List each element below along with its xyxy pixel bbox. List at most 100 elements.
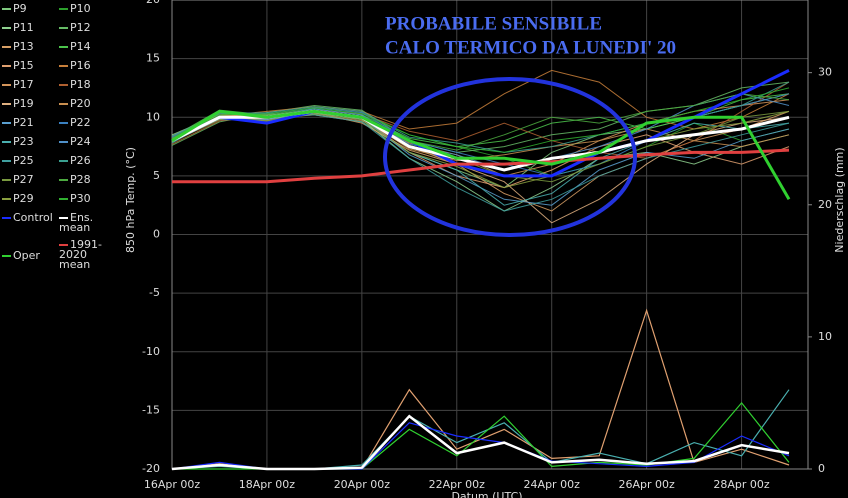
y2-tick-label: 20 xyxy=(818,198,832,211)
legend-swatch xyxy=(2,179,11,181)
temp-line xyxy=(171,69,790,178)
y-tick-label: 20 xyxy=(146,0,160,6)
legend-swatch xyxy=(2,122,11,124)
legend-swatch xyxy=(2,27,11,29)
legend-label: 1991-2020 mean xyxy=(59,237,102,271)
legend-swatch xyxy=(59,160,68,162)
legend-label: P13 xyxy=(13,40,34,53)
legend-item: Control xyxy=(2,211,54,224)
legend-label: P11 xyxy=(13,21,34,34)
legend-label: P27 xyxy=(13,173,34,186)
legend-label: Control xyxy=(13,211,53,224)
legend-swatch xyxy=(2,141,11,143)
legend-item: P17 xyxy=(2,78,54,91)
legend-label: P26 xyxy=(70,154,91,167)
legend-swatch xyxy=(59,65,68,67)
legend-swatch xyxy=(2,46,11,48)
legend-swatch xyxy=(59,217,68,219)
y-tick-label: -5 xyxy=(149,286,160,299)
legend-label: P22 xyxy=(70,116,91,129)
legend-item: P22 xyxy=(59,116,111,129)
legend-label: P19 xyxy=(13,97,34,110)
legend-label: P30 xyxy=(70,192,91,205)
legend-item: P14 xyxy=(59,40,111,53)
legend-swatch xyxy=(59,27,68,29)
legend-swatch xyxy=(2,198,11,200)
legend-item: P20 xyxy=(59,97,111,110)
legend-label: P12 xyxy=(70,21,91,34)
plot-frame xyxy=(171,0,809,470)
legend-swatch xyxy=(2,84,11,86)
legend-swatch xyxy=(59,84,68,86)
x-tick-label: 16Apr 00z xyxy=(144,478,201,491)
legend-item: 1991-2020 mean xyxy=(59,237,111,271)
x-tick-label: 26Apr 00z xyxy=(618,478,675,491)
x-tick-label: 18Apr 00z xyxy=(239,478,296,491)
legend-label: P20 xyxy=(70,97,91,110)
legend-label: P21 xyxy=(13,116,34,129)
temp-line xyxy=(171,87,790,153)
y2-axis-title: Niederschlag (mm) xyxy=(833,147,846,252)
legend-item: P28 xyxy=(59,173,111,186)
y-tick-label: -10 xyxy=(142,345,160,358)
y-tick-label: 0 xyxy=(153,228,160,241)
legend-label: P28 xyxy=(70,173,91,186)
legend-swatch xyxy=(59,8,68,10)
legend-label: P29 xyxy=(13,192,34,205)
legend-swatch xyxy=(2,8,11,10)
legend-item: P13 xyxy=(2,40,54,53)
legend-item: P26 xyxy=(59,154,111,167)
legend-label: P23 xyxy=(13,135,34,148)
y-tick-label: 10 xyxy=(146,110,160,123)
y2-tick-label: 0 xyxy=(818,462,825,475)
y-tick-label: 15 xyxy=(146,52,160,65)
y-tick-label: 5 xyxy=(153,169,160,182)
highlight-ellipse xyxy=(383,77,637,237)
precip-line xyxy=(171,414,790,471)
temp-line xyxy=(171,69,790,140)
legend-label: P25 xyxy=(13,154,34,167)
legend-label: P9 xyxy=(13,2,27,15)
precip-line xyxy=(171,389,790,470)
legend-swatch xyxy=(59,141,68,143)
temp-line xyxy=(171,93,790,151)
legend-label: P14 xyxy=(70,40,91,53)
legend-item: P24 xyxy=(59,135,111,148)
legend-swatch xyxy=(2,160,11,162)
legend-item: P15 xyxy=(2,59,54,72)
legend-label: P24 xyxy=(70,135,91,148)
legend-item: P9 xyxy=(2,2,54,15)
legend-label: P10 xyxy=(70,2,91,15)
precip-line xyxy=(171,308,790,470)
legend-item: P19 xyxy=(2,97,54,110)
legend-label: P17 xyxy=(13,78,34,91)
temp-line xyxy=(172,148,790,184)
legend-label: P16 xyxy=(70,59,91,72)
legend-item: P25 xyxy=(2,154,54,167)
y-tick-label: -15 xyxy=(142,403,160,416)
legend-swatch xyxy=(59,122,68,124)
annotation: CALO TERMICO DA LUNEDI' 20 xyxy=(385,37,676,58)
legend-item: P21 xyxy=(2,116,54,129)
legend-swatch xyxy=(2,255,11,257)
legend-swatch xyxy=(59,103,68,105)
y2-tick-label: 10 xyxy=(818,330,832,343)
legend-item: P23 xyxy=(2,135,54,148)
legend-swatch xyxy=(2,103,11,105)
legend-swatch xyxy=(59,179,68,181)
legend-item: P12 xyxy=(59,21,111,34)
temp-line xyxy=(171,109,790,212)
legend-item: P11 xyxy=(2,21,54,34)
legend-item: Ens. mean xyxy=(59,212,111,233)
legend-label: P15 xyxy=(13,59,34,72)
y-tick-label: -20 xyxy=(142,462,160,475)
legend-label: P18 xyxy=(70,78,91,91)
legend-swatch xyxy=(2,65,11,67)
x-tick-label: 24Apr 00z xyxy=(524,478,581,491)
legend-item: Oper xyxy=(2,250,54,261)
legend-item: P18 xyxy=(59,78,111,91)
legend-item: P16 xyxy=(59,59,111,72)
legend-item: P30 xyxy=(59,192,111,205)
